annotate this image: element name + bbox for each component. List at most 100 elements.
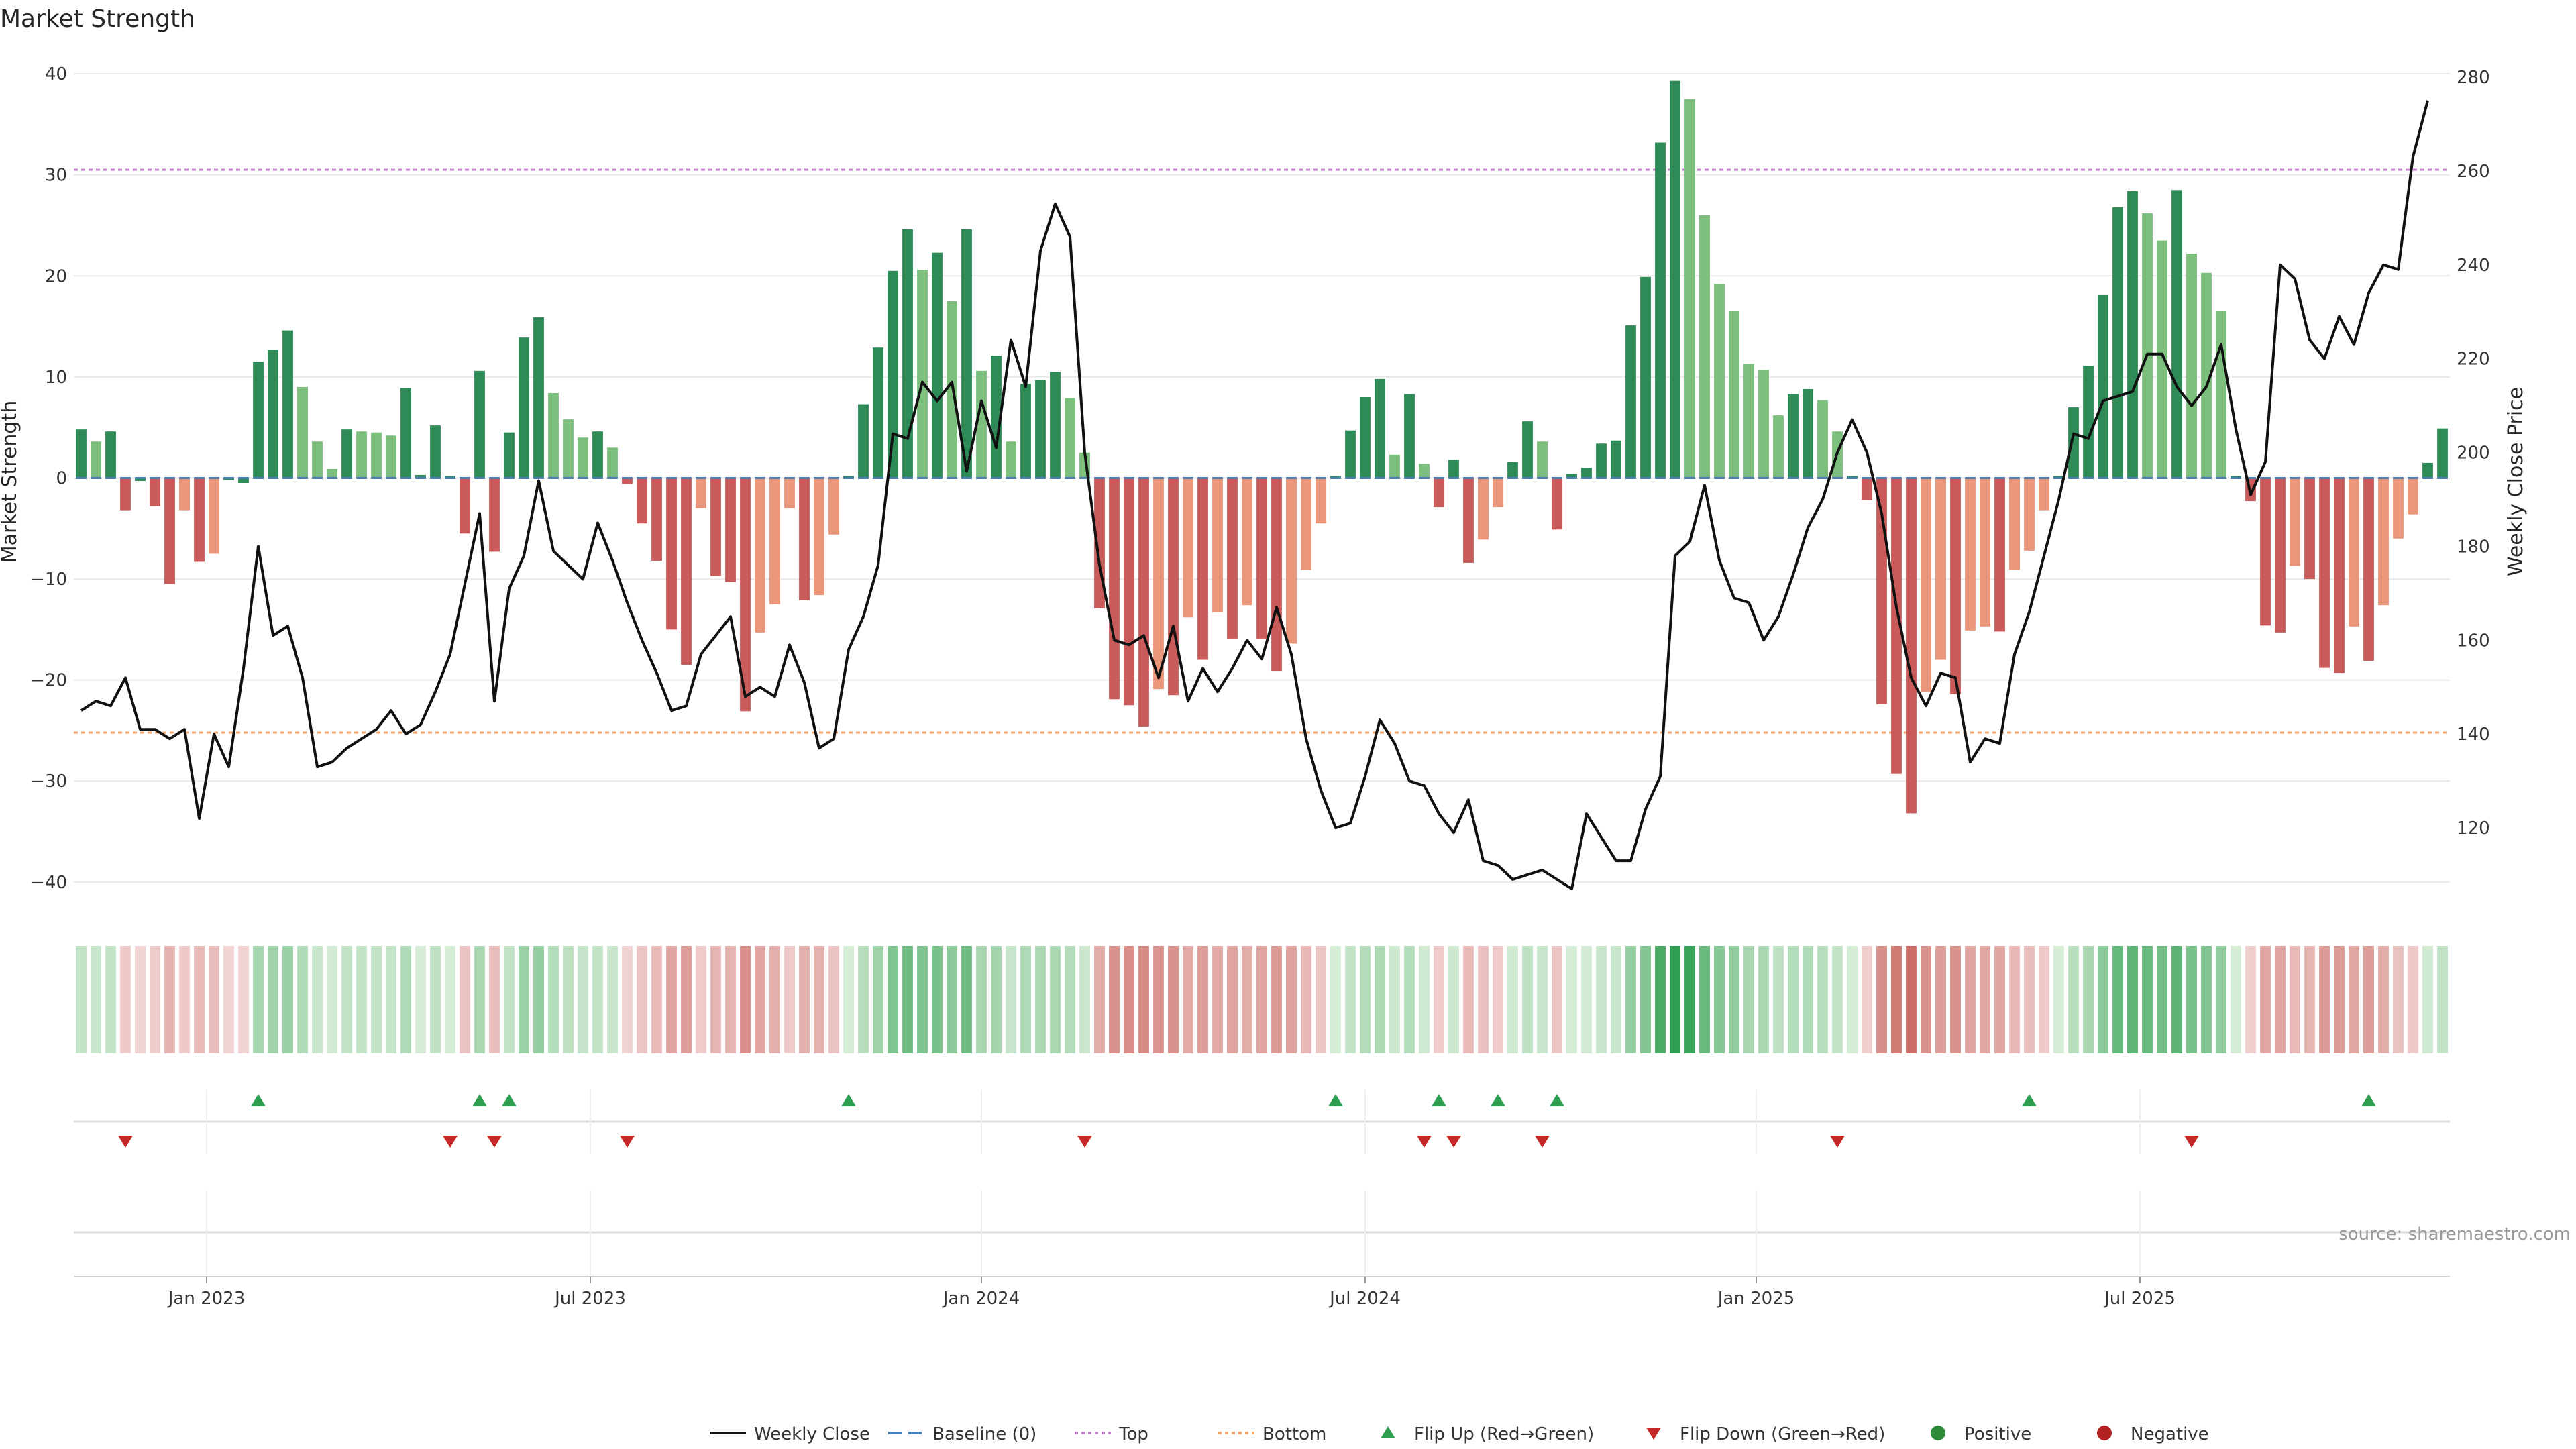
heat-cell bbox=[2024, 946, 2035, 1053]
heat-cell bbox=[1817, 946, 1828, 1053]
legend: Weekly Close Baseline (0) Top Bottom Flip Up… bbox=[710, 1424, 2209, 1444]
heat-cell bbox=[2304, 946, 2315, 1053]
flip-down-marker bbox=[1446, 1136, 1461, 1148]
heat-cell bbox=[2127, 946, 2138, 1053]
heat-cell bbox=[297, 946, 308, 1053]
heat-cell bbox=[282, 946, 293, 1053]
heat-cell bbox=[474, 946, 485, 1053]
strength-bar bbox=[2349, 478, 2359, 627]
heat-cell bbox=[400, 946, 411, 1053]
strength-bar bbox=[1862, 478, 1872, 500]
strength-bar bbox=[917, 270, 928, 478]
heat-cell bbox=[238, 946, 249, 1053]
flip-up-marker bbox=[2022, 1094, 2037, 1106]
heat-cell bbox=[1803, 946, 1813, 1053]
heat-cell bbox=[2275, 946, 2286, 1053]
strength-bar bbox=[1227, 478, 1238, 639]
legend-label: Flip Down (Green→Red) bbox=[1680, 1424, 1885, 1444]
flip-up-marker bbox=[1491, 1094, 1505, 1106]
strength-bar bbox=[2437, 428, 2448, 478]
strength-bar bbox=[400, 388, 411, 478]
strength-bar bbox=[533, 317, 544, 478]
heat-cell bbox=[902, 946, 913, 1053]
strength-bar bbox=[1301, 478, 1311, 570]
heat-cell bbox=[637, 946, 647, 1053]
strength-bar bbox=[1522, 421, 1533, 478]
strength-bar bbox=[2290, 478, 2300, 566]
strength-bar bbox=[519, 337, 529, 478]
strength-bar bbox=[888, 270, 898, 478]
heat-cell bbox=[1566, 946, 1577, 1053]
strength-bar bbox=[1035, 380, 1046, 478]
strength-bar bbox=[2422, 462, 2433, 478]
left-tick-label: 0 bbox=[56, 468, 67, 488]
heat-cell bbox=[2319, 946, 2330, 1053]
flip-down-marker bbox=[1077, 1136, 1092, 1148]
heat-cell bbox=[1714, 946, 1725, 1053]
heat-cell bbox=[1286, 946, 1297, 1053]
heat-cell bbox=[2437, 946, 2448, 1053]
strength-bar bbox=[1847, 476, 1858, 478]
strength-bar bbox=[474, 370, 485, 478]
heat-cell bbox=[356, 946, 367, 1053]
strength-bar bbox=[135, 478, 146, 481]
flip-up-marker bbox=[502, 1094, 517, 1106]
strength-bar bbox=[843, 476, 854, 478]
strength-bar bbox=[1124, 478, 1134, 706]
strength-bar bbox=[651, 478, 662, 561]
strength-bar bbox=[430, 425, 441, 478]
strength-bar bbox=[1714, 284, 1725, 478]
heat-cell bbox=[2290, 946, 2300, 1053]
strength-bar bbox=[1758, 370, 1769, 478]
strength-bar bbox=[150, 478, 160, 506]
strength-bar bbox=[1493, 478, 1503, 508]
heat-cell bbox=[947, 946, 957, 1053]
strength-bar bbox=[1965, 478, 1976, 631]
strength-bar bbox=[1625, 325, 1636, 478]
x-tick-label: Jul 2023 bbox=[553, 1289, 626, 1309]
heat-cell bbox=[1330, 946, 1341, 1053]
strength-bar bbox=[1330, 476, 1341, 478]
legend-label: Negative bbox=[2131, 1424, 2209, 1444]
heat-cell bbox=[1448, 946, 1459, 1053]
flip-down-marker bbox=[1535, 1136, 1550, 1148]
heat-cell bbox=[1522, 946, 1533, 1053]
legend-label: Weekly Close bbox=[754, 1424, 870, 1444]
right-tick-label: 220 bbox=[2457, 350, 2490, 370]
heat-cell bbox=[2260, 946, 2271, 1053]
left-tick-label: −30 bbox=[30, 771, 67, 792]
strength-bar bbox=[976, 370, 987, 478]
heat-cell bbox=[1360, 946, 1371, 1053]
heat-cell bbox=[268, 946, 278, 1053]
heat-cell bbox=[1242, 946, 1252, 1053]
strength-bar bbox=[2171, 190, 2182, 478]
heat-cell bbox=[1876, 946, 1887, 1053]
heat-cell bbox=[917, 946, 928, 1053]
heat-cell bbox=[1094, 946, 1105, 1053]
strength-bar bbox=[784, 478, 795, 508]
heat-cell bbox=[961, 946, 972, 1053]
heat-cell bbox=[1640, 946, 1651, 1053]
heat-cell bbox=[1345, 946, 1356, 1053]
strength-bar bbox=[1168, 478, 1179, 696]
strength-bar bbox=[1183, 478, 1193, 618]
flip-down-marker bbox=[620, 1136, 635, 1148]
strength-bar bbox=[489, 478, 500, 552]
strength-bar bbox=[828, 478, 839, 535]
heat-cell bbox=[666, 946, 677, 1053]
right-axis-label: Weekly Close Price bbox=[2504, 387, 2528, 576]
strength-bar bbox=[1256, 478, 1267, 639]
strength-bar bbox=[2053, 476, 2064, 478]
x-tick-label: Jan 2024 bbox=[942, 1289, 1020, 1309]
heat-cell bbox=[799, 946, 810, 1053]
heat-cell bbox=[341, 946, 352, 1053]
heat-cell bbox=[1065, 946, 1075, 1053]
heat-cell bbox=[1891, 946, 1902, 1053]
strength-bar bbox=[2201, 272, 2212, 478]
strength-bar bbox=[932, 252, 943, 478]
left-tick-label: −20 bbox=[30, 671, 67, 691]
legend-swatch-flip-up bbox=[1381, 1426, 1395, 1438]
heat-cell bbox=[814, 946, 824, 1053]
strength-bars bbox=[76, 80, 2448, 814]
heat-cell bbox=[548, 946, 559, 1053]
